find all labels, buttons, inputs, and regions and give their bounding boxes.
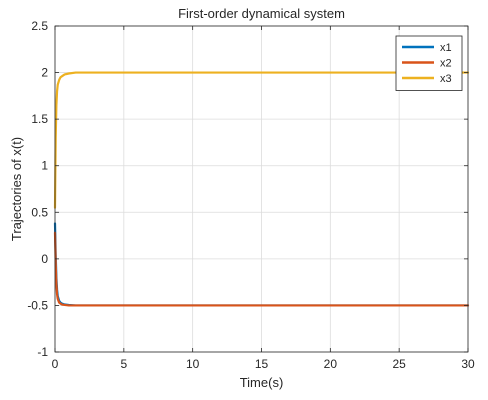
legend: x1 x2 x3 [395,35,463,91]
y-tick-label: -1 [37,345,48,359]
legend-label-x3: x3 [440,73,452,85]
x-tick-label: 0 [52,357,59,371]
x-tick-label: 30 [461,357,475,371]
y-tick-label: -0.5 [27,298,48,312]
y-tick-label: 1.5 [31,112,48,126]
x-tick-label: 10 [186,357,200,371]
x-tick-label: 25 [392,357,406,371]
legend-label-x1: x1 [440,42,452,54]
y-tick-label: 0 [41,252,48,266]
ticks: 0 5 10 15 20 25 30 -1 -0.5 0 0.5 1 1.5 2 2.5 [27,19,475,371]
x-tick-label: 5 [120,357,127,371]
y-axis-label: Trajectories of x(t) [9,137,24,241]
chart-title: First-order dynamical system [178,6,345,21]
series-line-x2 [53,231,470,307]
y-tick-label: 2 [41,66,48,80]
y-tick-label: 0.5 [31,205,48,219]
series-lines [53,71,470,307]
x-tick-label: 15 [255,357,269,371]
legend-label-x2: x2 [440,58,452,70]
y-tick-label: 1 [41,159,48,173]
x-axis-label: Time(s) [240,375,284,390]
y-tick-label: 2.5 [31,19,48,33]
x-tick-label: 20 [324,357,338,371]
series-line-x3 [53,71,470,209]
